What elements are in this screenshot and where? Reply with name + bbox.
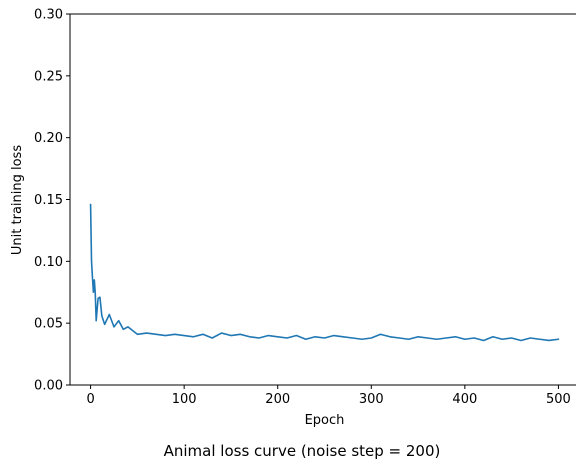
y-tick-label: 0.10 [34,255,63,270]
x-tick-label: 500 [546,392,571,407]
series-line-0 [89,203,560,342]
y-tick-label: 0.30 [34,8,63,23]
x-axis-ticks: 0 100 200 300 400 500 [86,385,571,407]
y-tick-label: 0.20 [34,131,63,146]
x-tick-label: 200 [265,392,290,407]
plot-area [69,13,576,386]
y-axis-label: Unit training loss [10,145,25,255]
y-tick-label: 0.05 [34,317,63,332]
x-tick-label: 300 [359,392,384,407]
y-tick-label: 0.00 [34,379,63,394]
chart-caption: Animal loss curve (noise step = 200) [164,442,441,460]
x-axis-label: Epoch [305,413,345,428]
x-tick-label: 100 [172,392,197,407]
y-axis-ticks: 0.00 0.05 0.10 0.15 0.20 0.25 0.30 [34,8,70,394]
plot-frame [69,13,576,386]
y-tick-label: 0.15 [34,193,63,208]
x-tick-label: 0 [86,392,94,407]
y-tick-label: 0.25 [34,69,63,84]
x-tick-label: 400 [452,392,477,407]
